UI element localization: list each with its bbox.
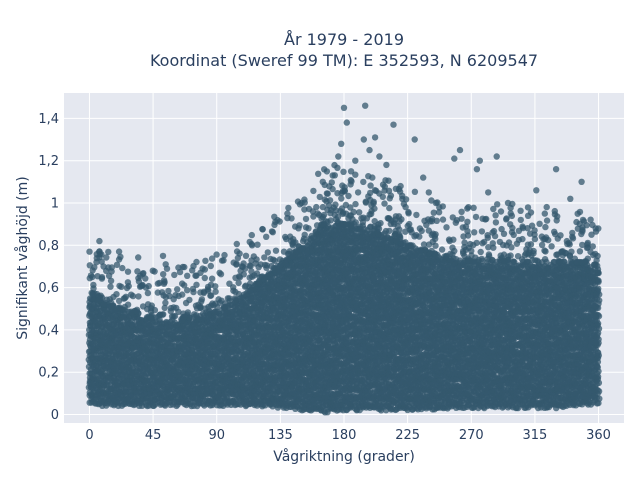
chart-title-line2: Koordinat (Sweref 99 TM): E 352593, N 62… [150,51,538,70]
data-points [85,102,603,416]
chart-title-line1: År 1979 - 2019 [284,30,404,49]
